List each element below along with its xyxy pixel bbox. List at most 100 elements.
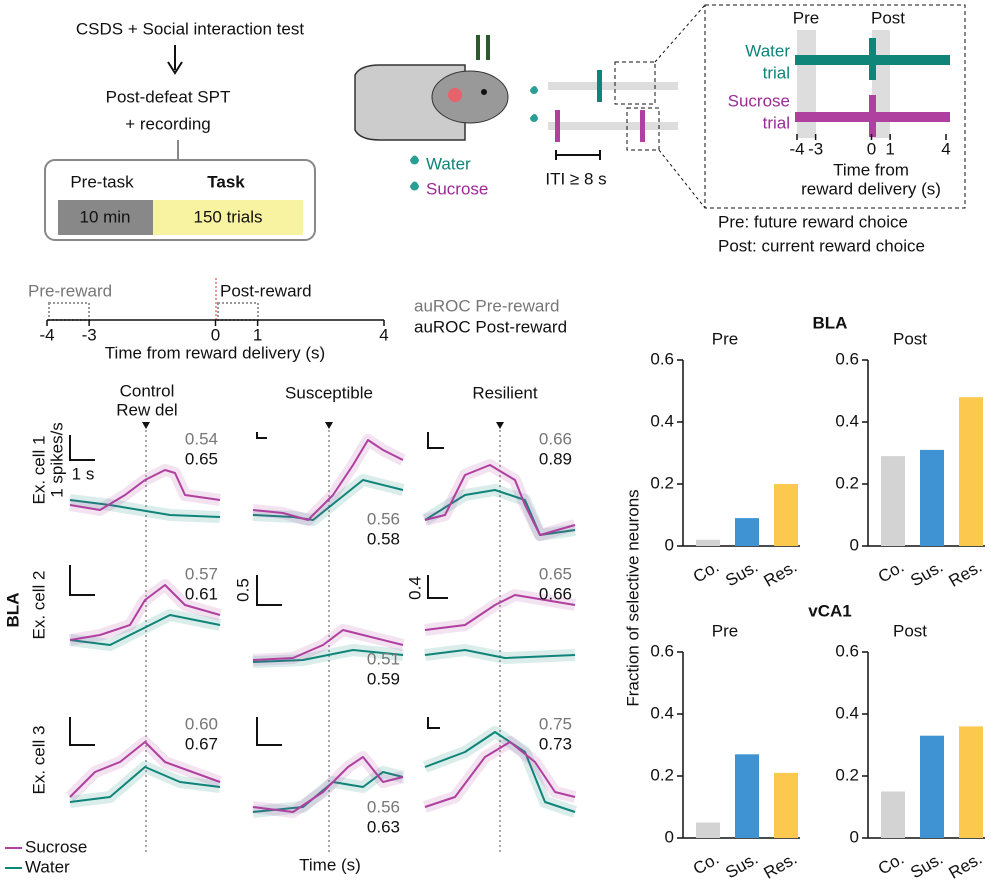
chart-title: Pre (712, 329, 738, 348)
cell-label: Ex. cell 1 (29, 436, 48, 505)
y-tick-label: 0.6 (650, 349, 674, 368)
legend-drops (410, 155, 419, 191)
x-tick-label: Sus. (722, 557, 761, 590)
water-legend: Water (426, 154, 471, 173)
protocol-title: CSDS + Social interaction test (76, 19, 304, 38)
y-tick-label: 0 (850, 535, 859, 554)
trace (424, 464, 576, 536)
x-tick-label: -3 (82, 325, 97, 344)
y-tick-label: 0.2 (650, 765, 674, 784)
reward-marker-label: Rew del (116, 400, 177, 419)
pre-window (48, 302, 90, 321)
scale-rate: 1 spikes/s (47, 422, 66, 498)
x-tick-label: Res. (760, 849, 800, 883)
bar (959, 726, 983, 838)
reward-lines (145, 430, 501, 855)
y-tick-label: 0.6 (835, 349, 859, 368)
x-tick-label: -4 (789, 139, 804, 158)
x-tick-label: Res. (760, 557, 800, 591)
legend-pre: auROC Pre-reward (414, 296, 560, 315)
eye (481, 89, 487, 95)
x-tick-label: Res. (945, 849, 985, 883)
y-tick-label: 0 (665, 827, 674, 846)
y-tick-label: 0.4 (650, 703, 674, 722)
protocol-step: + recording (125, 114, 211, 133)
timeline-xlabel: Time from reward delivery (s) (105, 343, 325, 362)
trial-label: trial (763, 113, 790, 132)
chart-title: Pre (712, 621, 738, 640)
y-tick-label: 0 (850, 827, 859, 846)
implant (476, 35, 490, 60)
auroc-pre: 0.65 (539, 564, 572, 583)
bar (696, 539, 720, 546)
trace (69, 469, 221, 511)
chart-title: Post (893, 329, 927, 348)
scale-rate: 0.5 (233, 578, 252, 602)
x-tick-label: 0 (867, 139, 876, 158)
trial-label: trial (763, 63, 790, 82)
reward-marker (142, 422, 504, 429)
region-label: BLA (3, 593, 22, 628)
auroc-post: 0.67 (185, 734, 218, 753)
y-axis-label: Fraction of selective neurons (623, 489, 642, 706)
ear (448, 88, 462, 102)
bar (735, 754, 759, 838)
y-tick-label: 0.4 (835, 703, 859, 722)
auroc-post: 0.65 (185, 449, 218, 468)
bar (774, 772, 798, 838)
trace (252, 439, 404, 521)
zoom-box (614, 61, 656, 105)
bar (920, 449, 944, 546)
trial-label: Sucrose (728, 91, 790, 110)
trace (252, 629, 404, 661)
auroc-pre: 0.56 (367, 509, 400, 528)
y-tick-label: 0.4 (650, 411, 674, 430)
x-tick-label: Co. (875, 557, 907, 587)
x-tick-label: Co. (875, 849, 907, 879)
inset-xlabel: reward delivery (s) (801, 179, 941, 198)
trace (69, 614, 221, 646)
water-event (597, 70, 602, 102)
trace (424, 649, 576, 659)
cell-label: Ex. cell 3 (29, 726, 48, 795)
cell-label: Ex. cell 2 (29, 571, 48, 640)
traces (65, 434, 577, 818)
pre-duration: 10 min (79, 207, 130, 226)
bar (881, 791, 905, 838)
y-tick-label: 0.2 (835, 765, 859, 784)
auroc-pre: 0.56 (367, 797, 400, 816)
y-tick-label: 0.2 (835, 473, 859, 492)
legend-post: auROC Post-reward (414, 317, 567, 336)
auroc-post: 0.89 (539, 449, 572, 468)
drops (530, 86, 538, 122)
task-box (44, 159, 316, 241)
scale-time: 1 s (72, 464, 95, 483)
note: Pre: future reward choice (718, 212, 908, 231)
x-tick-label: 1 (885, 139, 894, 158)
pre-block (58, 200, 153, 235)
x-tick-label: Co. (690, 849, 722, 879)
pre-reward-label: Pre-reward (28, 281, 112, 300)
auroc-post: 0.58 (367, 529, 400, 548)
auroc-pre: 0.66 (539, 429, 572, 448)
auroc-pre: 0.51 (367, 649, 400, 668)
x-tick-label: -3 (808, 139, 823, 158)
scale-rate: 0.4 (405, 576, 424, 600)
auroc-post: 0.63 (367, 817, 400, 836)
sucrose-event (640, 110, 645, 142)
group-label: Resilient (472, 383, 537, 402)
trace (252, 771, 404, 813)
bar (881, 456, 905, 546)
x-tick-label: Sus. (907, 557, 946, 590)
inset-pre: Pre (793, 8, 819, 27)
sucrose-legend: Sucrose (426, 179, 488, 198)
y-tick-label: 0 (665, 535, 674, 554)
auroc-post: 0.73 (539, 734, 572, 753)
trace (69, 741, 221, 798)
task-label: Task (207, 172, 245, 191)
x-tick-label: 0 (211, 325, 220, 344)
water-track (548, 82, 678, 90)
post-window (217, 302, 259, 321)
sucrose-track (548, 122, 678, 130)
auroc-post: 0.66 (539, 584, 572, 603)
